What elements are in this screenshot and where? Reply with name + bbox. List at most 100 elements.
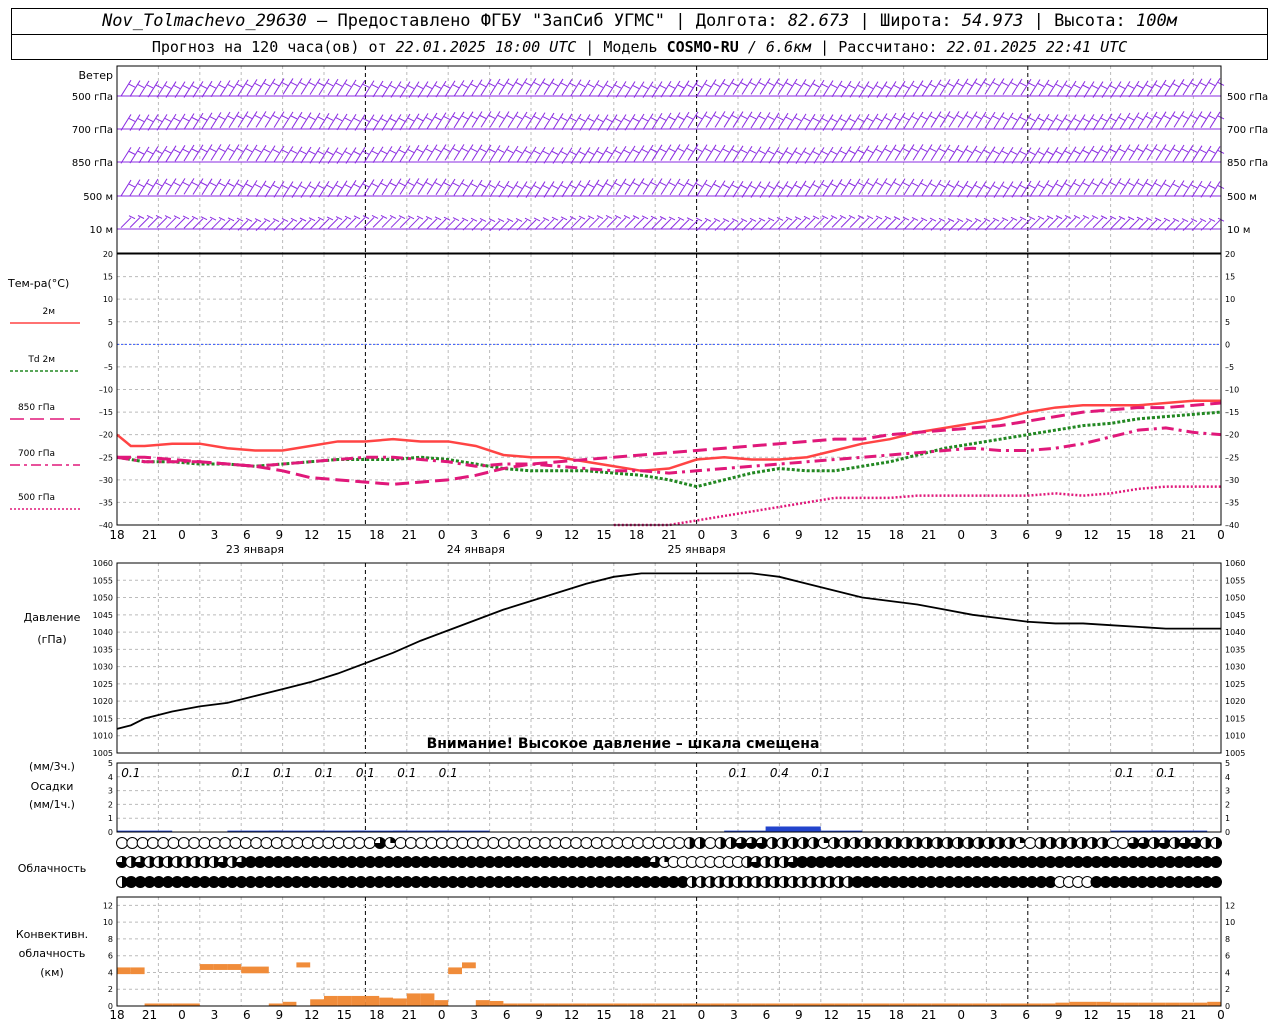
wind-title: Ветер [79, 69, 113, 82]
wind-barb-staff [210, 178, 222, 196]
wind-barb-staff [273, 111, 285, 128]
temp-tick-right: –25 [1225, 453, 1239, 462]
cloud-symbol-fill [539, 856, 551, 868]
hour-tick-label-top: 6 [503, 528, 511, 542]
wind-barb-staff [453, 80, 465, 97]
wind-barb-staff [642, 217, 654, 229]
wind-barb-staff [831, 217, 843, 228]
wind-barb-staff [813, 79, 825, 97]
wind-barb-staff [741, 111, 753, 129]
wind-barb-staff [534, 219, 546, 230]
precip-value-label: 0.1 [397, 766, 416, 780]
wind-barb-staff [912, 144, 924, 161]
wind-barb-staff [957, 111, 969, 128]
wind-barb-staff [1038, 114, 1050, 131]
wind-barb-staff [129, 80, 141, 97]
wind-barb-flag [254, 183, 262, 188]
cloud-symbol-fill [879, 876, 891, 888]
cloud-symbol-fill [1189, 837, 1201, 849]
cloud-symbol-fill [1035, 856, 1047, 868]
wind-barb-flag [1055, 118, 1063, 122]
wind-barb-staff [597, 179, 609, 196]
wind-barb-staff [876, 217, 888, 229]
wind-barb-staff [732, 111, 744, 128]
chart-header: Nov_Tolmachevo_29630 – Предоставлено ФГБ… [11, 8, 1268, 60]
wind-barb-staff [192, 144, 204, 161]
wind-barb-flag [1145, 217, 1153, 221]
cloud-symbol-fill [851, 876, 863, 888]
cloud-symbol-fill [1127, 876, 1139, 888]
wind-barb-staff [318, 113, 330, 130]
wind-barb-staff [858, 113, 870, 131]
wind-barb-flag [686, 217, 694, 222]
hour-tick-label-top: 6 [763, 528, 771, 542]
wind-barb-staff [561, 113, 573, 131]
wind-barb-staff [453, 111, 465, 129]
wind-barb-flag [1055, 183, 1063, 188]
wind-barb-flag [713, 218, 721, 222]
wind-barb-staff [138, 146, 150, 164]
wind-barb-flag [884, 215, 892, 220]
wind-barb-flag [1091, 215, 1099, 219]
wind-barb-flag [416, 85, 424, 90]
cloud-symbol-fill [576, 856, 588, 868]
wind-barb-flag [272, 149, 280, 154]
wind-barb-staff [183, 144, 195, 162]
wind-barb-flag [1091, 85, 1099, 89]
cloud-symbol-fill [355, 876, 367, 888]
cloud-symbol-outline [126, 837, 139, 849]
wind-barb-staff [669, 218, 681, 230]
wind-barb-flag [200, 182, 208, 186]
wind-barb-staff [390, 178, 402, 195]
cloud-symbol-fill [1192, 856, 1204, 868]
hour-tick-label-top: 0 [178, 528, 186, 542]
wind-barb-flag [209, 216, 217, 221]
wind-barb-staff [372, 146, 384, 163]
wind-barb-flag [605, 150, 613, 155]
wind-barb-flag [200, 84, 208, 89]
wind-barb-flag [794, 82, 802, 87]
wind-barb-staff [1119, 81, 1131, 98]
cloud-symbol-fill [419, 876, 431, 888]
wind-barb-flag [920, 84, 928, 89]
pres-tick-left: 1020 [93, 697, 113, 706]
wind-barb-staff [741, 181, 753, 198]
wind-barb-staff [327, 147, 339, 164]
cloudiness-title: Облачность [18, 862, 87, 875]
wind-barb-staff [372, 80, 384, 98]
wind-barb-flag [146, 84, 154, 89]
temp-tick-right: –10 [1225, 386, 1239, 395]
wind-barb-staff [1029, 217, 1041, 229]
cloud-symbol-fill [1026, 876, 1038, 888]
wind-barb-flag [326, 116, 334, 121]
cloud-symbol-outline [539, 837, 552, 849]
wind-barb-staff [678, 111, 690, 129]
wind-barb-flag [704, 183, 712, 188]
conv-cloud-bar [351, 995, 366, 1006]
wind-barb-flag [524, 81, 532, 86]
cloud-symbol-fill [346, 856, 358, 868]
wind-barb-staff [903, 80, 915, 98]
wind-barb-staff [669, 112, 681, 129]
cloud-symbol-fill [346, 876, 358, 888]
wind-barb-flag [560, 82, 568, 87]
cloud-symbol-fill [475, 876, 487, 888]
cloud-symbol-fill [374, 837, 386, 849]
wind-barb-staff [849, 217, 861, 228]
wind-barb-staff [633, 113, 645, 131]
wind-barb-flag [785, 184, 793, 189]
conv-cloud-bar [917, 1003, 932, 1006]
wind-barb-staff [624, 178, 636, 195]
cloud-symbol-outline [663, 837, 675, 849]
hour-tick-label-top: 9 [1055, 528, 1063, 542]
wind-barb-flag [1010, 185, 1018, 189]
wind-barb-flag [776, 216, 784, 221]
wind-barb-staff [1083, 114, 1095, 131]
cloud-symbol-fill [318, 856, 330, 868]
wind-barb-flag [956, 114, 964, 119]
wind-barb-staff [363, 179, 375, 196]
wind-barb-flag [587, 183, 595, 188]
wind-level-label-left: 10 м [90, 225, 113, 236]
wind-barb-flag [344, 117, 352, 122]
wind-barb-staff [507, 181, 519, 198]
